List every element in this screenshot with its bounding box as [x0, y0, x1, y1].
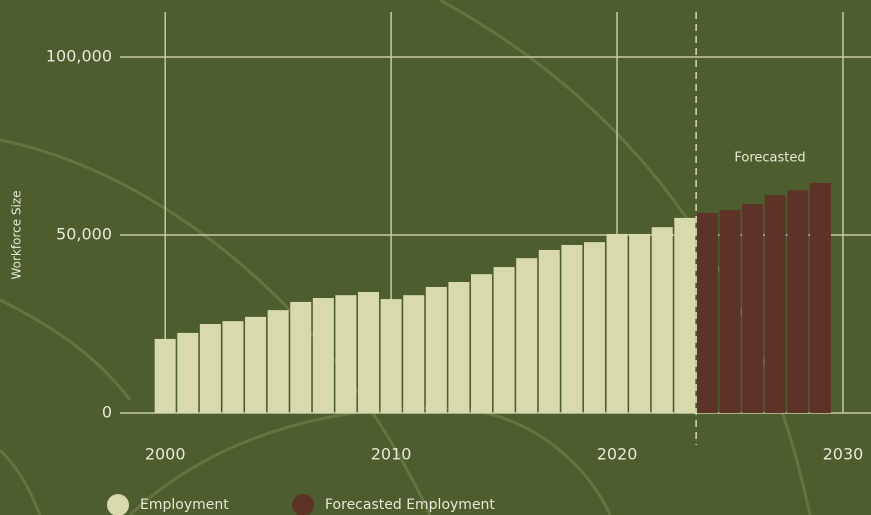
legend-swatch: [107, 494, 129, 515]
annotation: Forecasted: [734, 151, 805, 166]
bar: [765, 195, 786, 413]
bar: [787, 190, 808, 413]
bar: [584, 242, 605, 413]
bar: [471, 274, 492, 413]
legend-swatch: [292, 494, 314, 515]
legend-label: Forecasted Employment: [325, 497, 495, 513]
x-tick-label: 2020: [597, 445, 638, 464]
bar: [494, 267, 515, 413]
bar: [607, 234, 628, 413]
bar: [652, 227, 673, 413]
bar: [335, 295, 356, 413]
bar: [810, 183, 831, 413]
bar: [629, 234, 650, 413]
bar: [177, 333, 198, 413]
bar: [222, 321, 243, 413]
bar: [516, 258, 537, 413]
legend-label: Employment: [140, 497, 229, 513]
bar: [200, 324, 221, 413]
bar: [381, 299, 402, 413]
bar: [674, 218, 695, 413]
y-tick-label: 100,000: [46, 46, 112, 65]
bar: [245, 317, 266, 413]
x-tick-label: 2010: [371, 445, 412, 464]
bar: [697, 213, 718, 413]
bar: [268, 310, 289, 413]
chart: Workforce Size Forecasted 0 50,000 100,000…: [0, 0, 871, 515]
bar: [720, 210, 741, 413]
bar: [561, 245, 582, 413]
bar: [742, 204, 763, 413]
y-tick-label: 0: [102, 403, 112, 422]
y-axis-label: Workforce Size: [10, 190, 24, 279]
bar: [539, 250, 560, 413]
y-tick-label: 50,000: [56, 224, 112, 243]
x-tick-label: 2000: [145, 445, 186, 464]
bar: [290, 302, 311, 413]
bar: [358, 292, 379, 413]
bar: [313, 298, 334, 413]
bar: [426, 287, 447, 413]
bar: [403, 295, 424, 413]
x-tick-label: 2030: [823, 445, 864, 464]
bar: [448, 282, 469, 413]
bar: [155, 339, 176, 413]
